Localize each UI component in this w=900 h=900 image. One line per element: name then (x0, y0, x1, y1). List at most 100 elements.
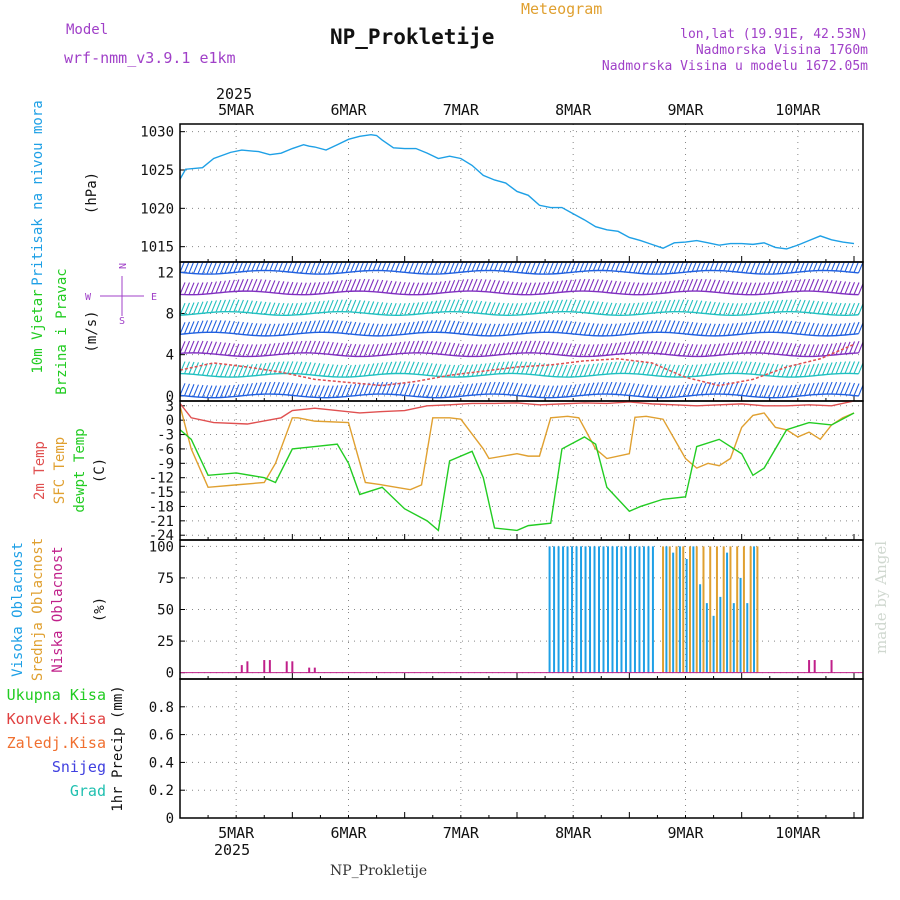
ylabel-unit: (%) (92, 597, 108, 622)
ytick-label: 4 (166, 348, 174, 364)
year-label-top: 2025 (216, 85, 252, 103)
grid-cloud (180, 540, 863, 679)
series-line (180, 405, 855, 491)
panel-wind: 0 4 8 12 N E S W 10m Vjetar Brzina i Pravac (m/s) (30, 261, 864, 405)
ytick-label: -15 (149, 485, 174, 501)
year-label-bottom: 2025 (214, 841, 250, 859)
panel-cloud: 0 25 50 75 100 Visoka Oblacnost Srednja Oblacn… (10, 538, 864, 682)
ytick-label: 0.8 (149, 700, 174, 716)
series-line (180, 412, 855, 532)
bottom-day-label: 7MAR (443, 824, 480, 842)
ylabel-line: Niska Oblacnost (50, 546, 66, 672)
series-line (180, 401, 855, 425)
compass-n: N (118, 263, 129, 269)
wind-band (180, 278, 863, 296)
yticks-precip: 0 0.2 0.4 0.6 0.8 (149, 700, 185, 827)
ylabel-line: 1hr Precip (mm) (110, 685, 126, 811)
panel-precip: 0 0.2 0.4 0.6 0.8 1hr Precip (mm)Ukupna Kisa K… (7, 678, 864, 827)
grid-pressure (180, 124, 863, 262)
ylabel-line: Visoka Oblacnost (10, 542, 26, 677)
ylabel-line: Brzina i Pravac (54, 268, 70, 394)
ylabel-line: 2m Temp (32, 441, 48, 500)
wind-band (180, 381, 863, 399)
series-line (180, 134, 855, 250)
top-day-label: 5MAR (218, 101, 255, 119)
ytick-label: -24 (149, 528, 174, 544)
wind-band (180, 340, 863, 358)
wind-speed-line (180, 343, 855, 387)
ytick-label: 1015 (140, 240, 174, 256)
ylabel-line: Srednja Oblacnost (30, 538, 46, 681)
ytick-label: -18 (149, 499, 174, 515)
elevation-label: Nadmorska Visina 1760m (696, 43, 868, 58)
meteogram-label: Meteogram (521, 0, 602, 18)
ylabel-line: 10m Vjetar (30, 289, 46, 373)
ytick-label: 100 (149, 539, 174, 555)
bottom-day-labels: 5MAR 6MAR 7MAR 8MAR 9MAR 10MAR (218, 824, 821, 842)
ylabel-line: Pritisak na nivou mora (30, 100, 46, 285)
compass-w: W (85, 292, 92, 303)
wind-band (180, 299, 863, 316)
ytick-label: 0.4 (149, 755, 174, 771)
ytick-label: 0.6 (149, 728, 174, 744)
ytick-label: 25 (157, 634, 174, 650)
panel-frame (179, 678, 864, 819)
yticks-wind: 0 4 8 12 (157, 265, 185, 405)
bottom-day-label: 5MAR (218, 824, 255, 842)
lonlat-label: lon,lat (19.91E, 42.53N) (680, 27, 868, 42)
ylabel-unit: (C) (92, 458, 108, 483)
grid-precip (180, 679, 863, 819)
model-label: Model (66, 22, 108, 38)
panel-pressure: 1015 1020 1025 1030 Pritisak na nivou mora (h… (30, 100, 864, 286)
ylabel-unit: (m/s) (84, 310, 100, 352)
legend-entry: Grad (70, 782, 106, 800)
plot-temp (180, 401, 855, 532)
top-day-label: 10MAR (775, 101, 821, 119)
ytick-label: -12 (149, 471, 174, 487)
ytick-label: -21 (149, 514, 174, 530)
yticks-temp: 30-3-6-9-12-15-18-21-24 (149, 399, 185, 544)
legend-entry: Snijeg (52, 758, 106, 776)
model-elevation-label: Nadmorska Visina u modelu 1672.05m (602, 59, 868, 74)
wind-band (180, 262, 863, 275)
ytick-label: 8 (166, 306, 174, 322)
ylabel-unit: (hPa) (84, 172, 100, 214)
panel-temp: 30-3-6-9-12-15-18-21-24 2m Temp SFC Temp de… (32, 399, 864, 544)
ytick-label: -9 (157, 456, 174, 472)
ytick-label: -3 (157, 428, 174, 444)
wind-band (180, 361, 863, 378)
ylabel-line: SFC Temp (52, 437, 68, 504)
plot-pressure (180, 134, 855, 250)
bottom-day-label: 9MAR (667, 824, 704, 842)
compass-s: S (119, 316, 125, 327)
top-day-label: 9MAR (667, 101, 704, 119)
top-day-label: 7MAR (443, 101, 480, 119)
plot-wind (180, 262, 863, 399)
page-title: NP_Prokletije (330, 25, 494, 49)
ytick-label: 50 (157, 603, 174, 619)
watermark: made by Angel (872, 541, 890, 654)
compass-rose: N E S W (85, 263, 157, 327)
bottom-day-label: 8MAR (555, 824, 592, 842)
ytick-label: 0 (166, 666, 174, 682)
legend-entry: Konvek.Kisa (7, 710, 106, 728)
plot-cloud (180, 546, 863, 674)
ytick-label: 0 (166, 413, 174, 429)
top-day-labels: 5MAR 6MAR 7MAR 8MAR 9MAR 10MAR (218, 101, 821, 119)
ytick-label: 1030 (140, 125, 174, 141)
legend-entry: Ukupna Kisa (7, 686, 106, 704)
ytick-label: 0 (166, 389, 174, 405)
yticks-pressure: 1015 1020 1025 1030 (140, 125, 185, 256)
ytick-label: 0.2 (149, 783, 174, 799)
model-name: wrf-nmm_v3.9.1 e1km (64, 49, 236, 67)
precip-legend: Ukupna Kisa Konvek.Kisa Zaledj.Kisa Snijeg G… (7, 686, 106, 800)
ytick-label: 1020 (140, 201, 174, 217)
ytick-label: 75 (157, 571, 174, 587)
bottom-day-label: 6MAR (330, 824, 367, 842)
ytick-label: -6 (157, 442, 174, 458)
compass-e: E (151, 292, 157, 303)
ytick-label: 1025 (140, 163, 174, 179)
top-day-label: 8MAR (555, 101, 592, 119)
ytick-label: 12 (157, 265, 174, 281)
